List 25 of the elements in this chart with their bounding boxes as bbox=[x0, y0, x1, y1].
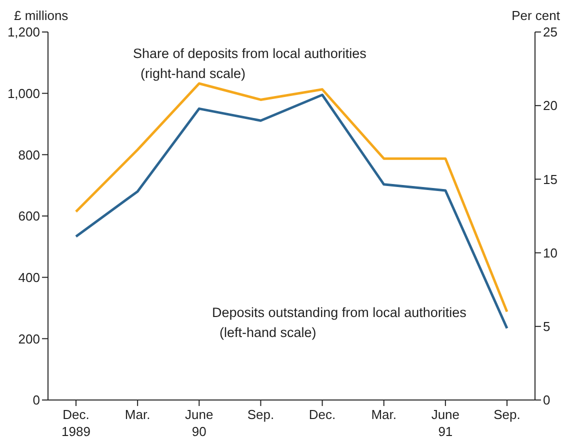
text: Share of deposits from local authorities (right-hand scale) bbox=[133, 45, 366, 83]
x-tick-label: June 90 bbox=[185, 407, 214, 439]
y-tick-label: 0 bbox=[32, 392, 40, 408]
y2-tick-label: 25 bbox=[543, 24, 558, 40]
y2-tick-label: 20 bbox=[543, 98, 558, 114]
y-tick-label: 400 bbox=[18, 270, 40, 285]
x-tick-label: Mar. bbox=[124, 407, 150, 422]
y-tick-label: 600 bbox=[18, 208, 40, 224]
x-tick-label: June 91 bbox=[431, 407, 460, 439]
y2-axis-title: Per cent bbox=[512, 8, 560, 23]
y-tick-label: 200 bbox=[18, 331, 40, 346]
y2-tick-label: 10 bbox=[543, 245, 558, 260]
text: Deposits outstanding from local authorities (left-hand scale) bbox=[212, 304, 466, 342]
x-tick-label: Sep. bbox=[247, 407, 274, 422]
y-tick-label: 800 bbox=[18, 147, 40, 162]
x-tick-label: Dec. bbox=[308, 407, 336, 422]
x-tick-label: Sep. bbox=[494, 407, 520, 422]
y2-tick-label: 5 bbox=[543, 319, 550, 334]
x-tick-label: Mar. bbox=[371, 407, 397, 422]
x-tick-label: Dec. 1989 bbox=[62, 407, 90, 439]
y-tick-label: 1,000 bbox=[7, 86, 40, 101]
y-tick-label: 1,200 bbox=[7, 24, 40, 40]
y2-tick-label: 0 bbox=[543, 392, 550, 408]
y2-tick-label: 15 bbox=[543, 172, 558, 187]
y-axis-title: £ millions bbox=[14, 8, 68, 23]
